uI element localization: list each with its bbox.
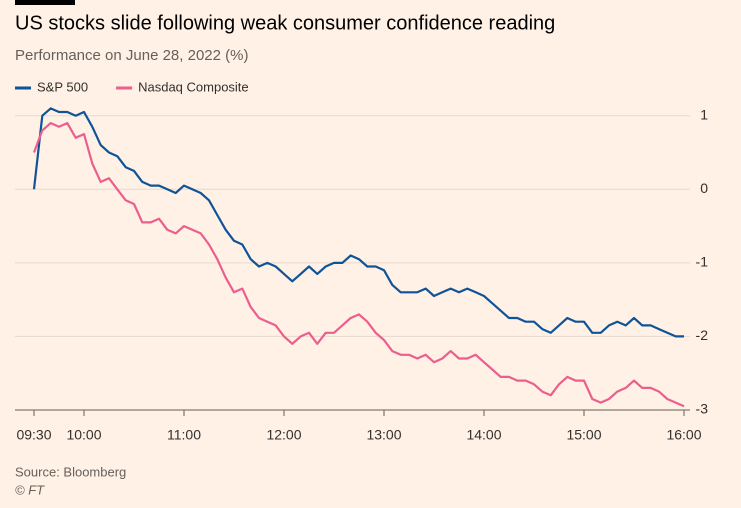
y-tick-label: 0 — [700, 180, 708, 196]
ft-bar — [15, 0, 75, 5]
x-tick-label: 14:00 — [466, 427, 501, 443]
x-tick-label: 16:00 — [666, 427, 701, 443]
x-tick-label: 11:00 — [167, 427, 201, 443]
series-line — [32, 122, 685, 408]
chart-subtitle: Performance on June 28, 2022 (%) — [15, 47, 248, 64]
legend-label: Nasdaq Composite — [138, 79, 249, 94]
source: Source: Bloomberg — [15, 464, 126, 479]
x-tick-label: 13:00 — [366, 427, 401, 443]
y-tick-label: -1 — [696, 254, 709, 270]
x-tick-label: 15:00 — [566, 427, 601, 443]
chart-title: US stocks slide following weak consumer … — [15, 12, 555, 34]
credit: © FT — [15, 482, 45, 497]
y-tick-label: 1 — [700, 106, 708, 122]
y-tick-label: -2 — [696, 327, 709, 343]
x-tick-label: 10:00 — [66, 427, 101, 443]
x-tick-label: 09:30 — [16, 427, 51, 443]
y-tick-label: -3 — [696, 401, 709, 417]
legend-label: S&P 500 — [37, 79, 88, 94]
series-line — [32, 107, 684, 338]
x-tick-label: 12:00 — [266, 427, 301, 443]
